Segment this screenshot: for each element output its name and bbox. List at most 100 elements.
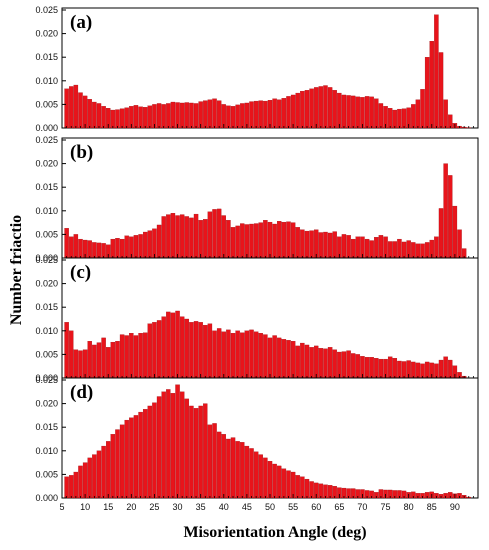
bar xyxy=(179,214,185,259)
bar xyxy=(226,105,231,129)
bar xyxy=(438,52,444,129)
bar xyxy=(397,360,402,379)
bar xyxy=(69,86,74,129)
bar xyxy=(258,454,263,499)
bar xyxy=(272,223,277,259)
x-tick-label: 30 xyxy=(173,502,183,512)
y-tick-label: 0.015 xyxy=(35,422,58,432)
x-tick-label: 55 xyxy=(288,502,298,512)
bar xyxy=(193,408,199,499)
bar xyxy=(124,235,129,259)
bar xyxy=(230,106,236,129)
bar xyxy=(235,104,240,129)
bar xyxy=(212,209,217,259)
bar xyxy=(337,92,342,129)
bar xyxy=(401,108,407,129)
bar xyxy=(240,442,245,499)
panel-2: 0.000 0.005 0.010 0.015 0.020 0.025 (b) xyxy=(35,135,479,263)
y-tick-label: 0.000 xyxy=(35,123,58,133)
bar xyxy=(346,95,351,129)
bar xyxy=(263,100,268,129)
bar xyxy=(73,84,79,129)
x-tick-label: 70 xyxy=(357,502,367,512)
y-tick-label: 0.025 xyxy=(35,255,58,265)
bar xyxy=(147,323,153,379)
bar xyxy=(415,362,421,379)
bar xyxy=(249,329,254,379)
bar xyxy=(272,335,277,379)
y-tick-label: 0.010 xyxy=(35,446,58,456)
x-tick-label: 60 xyxy=(311,502,321,512)
bar xyxy=(369,357,374,379)
panel-3: 0.000 0.005 0.010 0.015 0.020 0.025 (c) xyxy=(35,255,479,383)
bar xyxy=(309,88,314,129)
x-tick-label: 85 xyxy=(427,502,437,512)
bar xyxy=(318,348,324,379)
bar xyxy=(332,349,337,379)
bar xyxy=(101,337,106,379)
bar xyxy=(378,235,384,259)
bar xyxy=(156,396,162,499)
y-tick-label: 0.010 xyxy=(35,326,58,336)
bar xyxy=(78,350,83,379)
bar xyxy=(69,236,74,259)
bar xyxy=(244,330,250,379)
bar xyxy=(216,100,222,129)
bar xyxy=(207,211,213,259)
bar xyxy=(96,103,102,129)
bar xyxy=(203,100,208,129)
bar xyxy=(87,457,92,499)
bar xyxy=(184,102,190,129)
bar xyxy=(411,104,416,129)
bar xyxy=(230,333,236,379)
bar xyxy=(281,339,287,379)
x-tick-label: 45 xyxy=(242,502,252,512)
bar xyxy=(327,232,333,259)
bar xyxy=(272,98,277,129)
y-tick-label: 0.005 xyxy=(35,229,58,239)
bar xyxy=(64,88,69,129)
y-tick-label: 0.000 xyxy=(35,253,58,263)
bar xyxy=(175,310,180,379)
bar xyxy=(142,409,148,499)
bar xyxy=(193,103,199,129)
bar xyxy=(138,411,143,499)
bar xyxy=(69,475,74,499)
bar xyxy=(249,101,254,129)
bar xyxy=(212,423,217,499)
bar xyxy=(226,438,231,499)
bar xyxy=(175,215,180,259)
bar xyxy=(350,95,356,129)
bar xyxy=(249,448,254,499)
bar xyxy=(230,227,236,259)
bar xyxy=(401,241,407,259)
bar xyxy=(142,332,148,379)
bar xyxy=(64,476,69,499)
bar xyxy=(119,238,125,259)
bar xyxy=(179,391,185,499)
bar xyxy=(415,243,421,259)
bar xyxy=(374,358,379,379)
bar xyxy=(170,213,176,259)
bar xyxy=(189,322,194,379)
bar xyxy=(69,330,74,379)
x-tick-label: 75 xyxy=(381,502,391,512)
bar xyxy=(295,475,300,499)
bar xyxy=(355,354,361,379)
bar xyxy=(281,221,287,259)
bar xyxy=(304,344,310,379)
bar xyxy=(258,333,263,379)
bar xyxy=(253,331,259,379)
bar xyxy=(452,205,458,259)
bar xyxy=(101,106,106,129)
bar xyxy=(277,99,282,129)
bar xyxy=(240,103,245,129)
bar xyxy=(327,87,333,129)
bar xyxy=(258,222,263,259)
bar xyxy=(346,235,351,259)
bar xyxy=(309,347,314,379)
bar xyxy=(101,445,106,499)
bar xyxy=(92,101,97,129)
y-tick-label: 0.000 xyxy=(35,493,58,503)
bar xyxy=(156,103,162,129)
